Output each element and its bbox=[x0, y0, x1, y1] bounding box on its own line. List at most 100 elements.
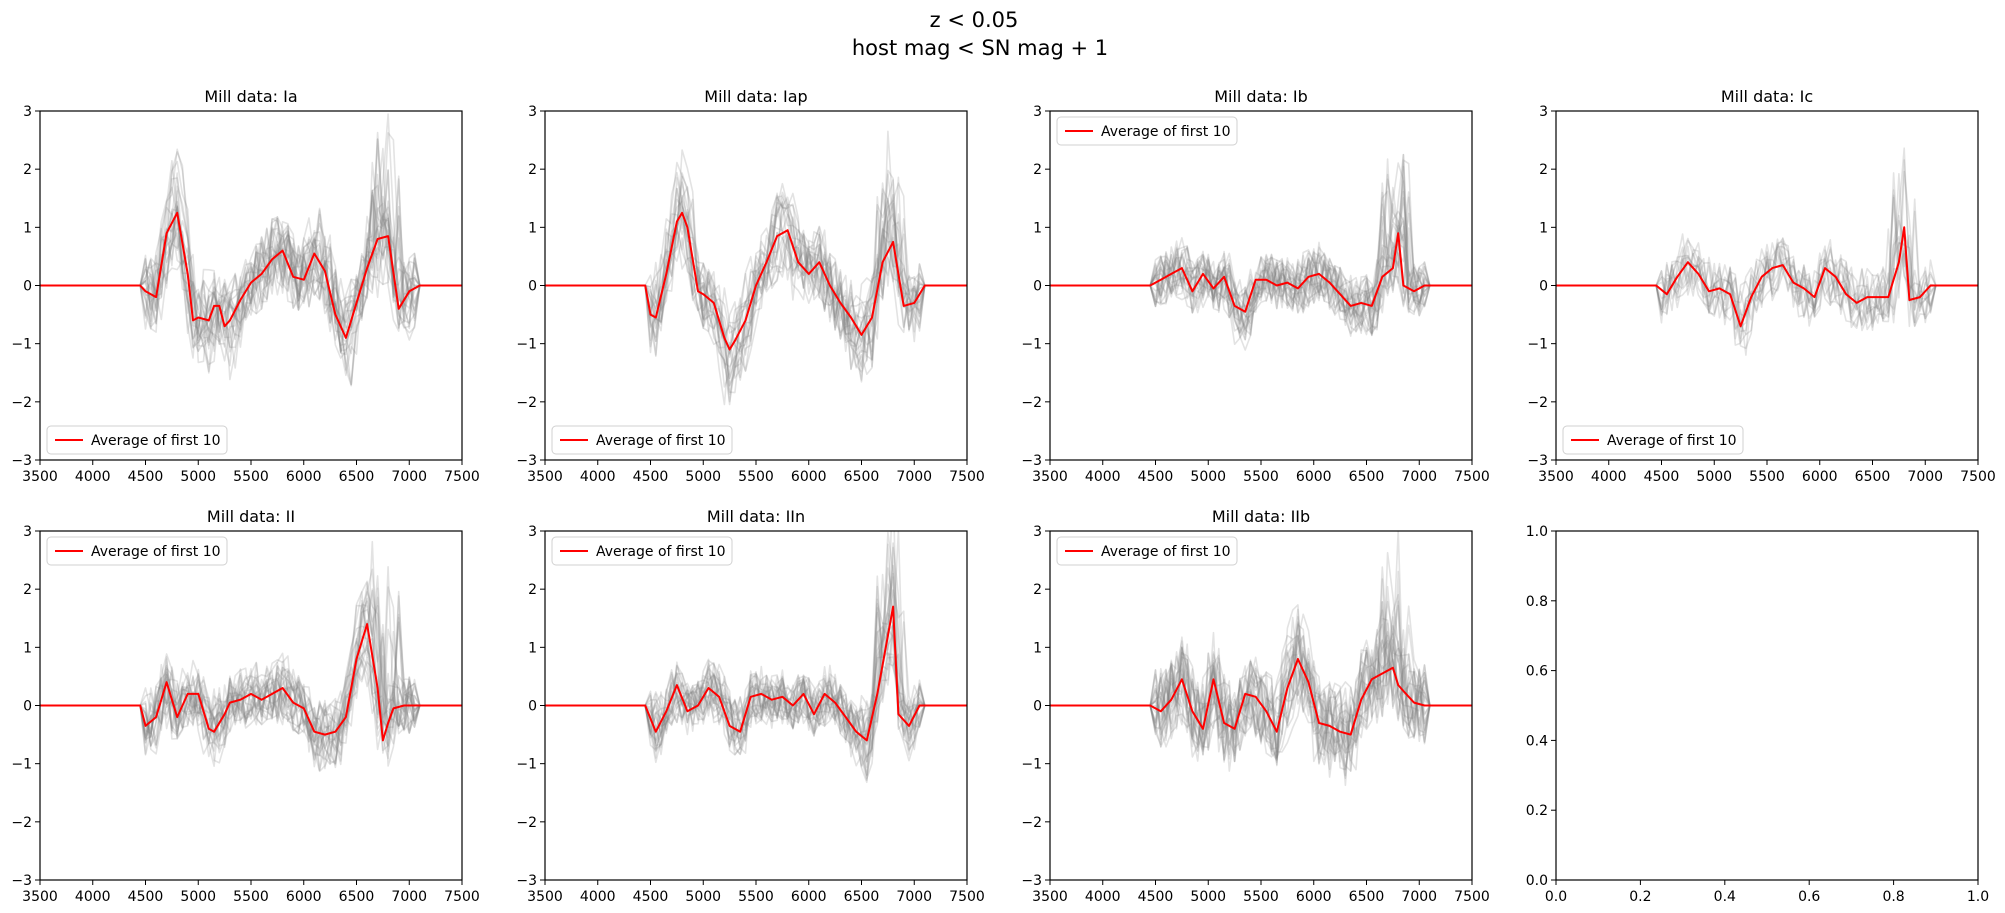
sample-spectrum-line bbox=[40, 622, 462, 750]
subplot-5: Mill data: II 3500 4000 4500 5000 5500 6000 650… bbox=[11, 507, 479, 905]
y-tick-label: −2 bbox=[516, 395, 537, 411]
y-tick-label: −1 bbox=[516, 337, 537, 353]
sample-spectrum-line bbox=[40, 603, 462, 772]
sample-spectrum-line bbox=[40, 224, 462, 339]
y-tick-label: 2 bbox=[528, 162, 537, 178]
y-tick-label: −3 bbox=[1021, 453, 1042, 469]
y-tick-label: −1 bbox=[11, 337, 32, 353]
y-tick-label: 0 bbox=[528, 699, 537, 715]
x-tick-label: 0.4 bbox=[1714, 889, 1736, 905]
sample-spectrum-line bbox=[1556, 159, 1978, 321]
subplot-title: Mill data: Ib bbox=[1214, 87, 1308, 106]
x-tick-label: 6500 bbox=[844, 469, 880, 485]
sample-spectrum-line bbox=[1556, 237, 1978, 356]
x-tick-label: 3500 bbox=[1538, 469, 1574, 485]
sample-spectrum-line bbox=[40, 591, 462, 766]
sample-spectrum-line bbox=[1050, 241, 1472, 319]
x-tick-label: 6500 bbox=[1349, 469, 1385, 485]
sample-spectrum-line bbox=[40, 655, 462, 739]
sample-spectrum-line bbox=[1050, 604, 1472, 787]
sample-spectrum-line bbox=[40, 213, 462, 354]
sample-spectrum-line bbox=[545, 576, 967, 768]
sample-spectrum-line bbox=[545, 542, 967, 758]
legend-box bbox=[46, 536, 228, 566]
sample-spectrum-line bbox=[545, 627, 967, 753]
sample-spectrum-line bbox=[1556, 194, 1978, 343]
sample-spectrum-line bbox=[545, 531, 967, 776]
x-tick-label: 7500 bbox=[444, 889, 480, 905]
x-tick-label: 5000 bbox=[685, 889, 721, 905]
x-tick-label: 6500 bbox=[844, 889, 880, 905]
x-tick-label: 5000 bbox=[685, 469, 721, 485]
sample-spectrum-line bbox=[40, 575, 462, 762]
legend: Average of first 10 bbox=[551, 425, 733, 455]
sample-spectrum-line bbox=[1050, 578, 1472, 771]
sample-spectrum-line bbox=[545, 187, 967, 395]
sample-spectrum-line bbox=[40, 169, 462, 349]
sample-spectrum-line bbox=[40, 205, 462, 342]
y-tick-label: −1 bbox=[11, 757, 32, 773]
y-tick-label: 2 bbox=[23, 162, 32, 178]
x-tick-label: 7500 bbox=[1454, 889, 1490, 905]
y-tick-label: −2 bbox=[1527, 395, 1548, 411]
sample-spectrum-line bbox=[40, 597, 462, 756]
legend-label: Average of first 10 bbox=[1101, 124, 1231, 140]
x-tick-label: 5000 bbox=[180, 889, 216, 905]
average-line bbox=[1556, 226, 1978, 328]
plot-area bbox=[40, 113, 462, 387]
sample-spectrum-line bbox=[40, 190, 462, 352]
x-tick-label: 6000 bbox=[1802, 469, 1838, 485]
sample-spectrum-line bbox=[40, 161, 462, 362]
x-tick-label: 0.0 bbox=[1545, 889, 1567, 905]
y-tick-label: −2 bbox=[1021, 395, 1042, 411]
sample-spectrum-line bbox=[1556, 219, 1978, 331]
x-tick-label: 6000 bbox=[791, 889, 827, 905]
sample-spectrum-line bbox=[545, 567, 967, 766]
subplot-title: Mill data: IIn bbox=[707, 507, 805, 526]
sample-spectrum-line bbox=[1050, 604, 1472, 773]
sample-spectrum-line bbox=[40, 173, 462, 335]
sample-spectrum-line bbox=[40, 175, 462, 348]
y-tick-label: 0 bbox=[23, 279, 32, 295]
x-tick-label: 1.0 bbox=[1967, 889, 1989, 905]
x-tick-label: 7500 bbox=[1454, 469, 1490, 485]
sample-spectrum-line bbox=[545, 200, 967, 349]
sample-spectrum-line bbox=[1050, 622, 1472, 770]
x-tick-label: 4500 bbox=[633, 889, 669, 905]
sample-spectrum-line bbox=[545, 531, 967, 784]
x-tick-label: 0.2 bbox=[1629, 889, 1651, 905]
sample-spectrum-line bbox=[545, 171, 967, 406]
x-tick-label: 5500 bbox=[1749, 469, 1785, 485]
sample-spectrum-line bbox=[1050, 624, 1472, 763]
x-tick-label: 6000 bbox=[286, 889, 322, 905]
subplot-2: Mill data: Iap 3500 4000 4500 5000 5500 6000 65… bbox=[516, 87, 984, 485]
y-tick-label: −2 bbox=[516, 815, 537, 831]
axes-frame bbox=[1049, 530, 1473, 881]
average-line bbox=[1050, 232, 1472, 313]
x-tick-label: 7500 bbox=[949, 469, 985, 485]
x-tick-label: 6500 bbox=[1855, 469, 1891, 485]
x-tick-label: 7000 bbox=[1401, 469, 1437, 485]
y-tick-label: 3 bbox=[23, 524, 32, 540]
y-tick-label: 3 bbox=[1033, 104, 1042, 120]
sample-spectrum-line bbox=[545, 192, 967, 406]
x-tick-label: 3500 bbox=[22, 469, 58, 485]
x-tick-label: 5500 bbox=[738, 469, 774, 485]
axes-frame bbox=[39, 110, 463, 461]
sample-spectrum-line bbox=[1050, 631, 1472, 760]
x-tick-label: 5500 bbox=[233, 469, 269, 485]
x-tick-label: 4000 bbox=[580, 469, 616, 485]
sample-spectrum-line bbox=[545, 564, 967, 782]
y-tick-label: 0.8 bbox=[1526, 594, 1548, 610]
y-tick-label: 3 bbox=[528, 104, 537, 120]
legend-label: Average of first 10 bbox=[1101, 544, 1231, 560]
sample-spectrum-line bbox=[1050, 642, 1472, 758]
y-tick-label: 1 bbox=[23, 640, 32, 656]
x-tick-label: 5500 bbox=[233, 889, 269, 905]
y-tick-label: 0 bbox=[1033, 279, 1042, 295]
subplot-8: 0.0 0.2 0.4 0.6 0.8 1.0 0.0 0.2 0.4 0.6 0.8 1.0 bbox=[1526, 524, 1989, 905]
sample-spectrum-line bbox=[40, 138, 462, 354]
x-tick-label: 6000 bbox=[1296, 469, 1332, 485]
sample-spectrum-line bbox=[40, 589, 462, 768]
y-tick-label: 3 bbox=[1033, 524, 1042, 540]
